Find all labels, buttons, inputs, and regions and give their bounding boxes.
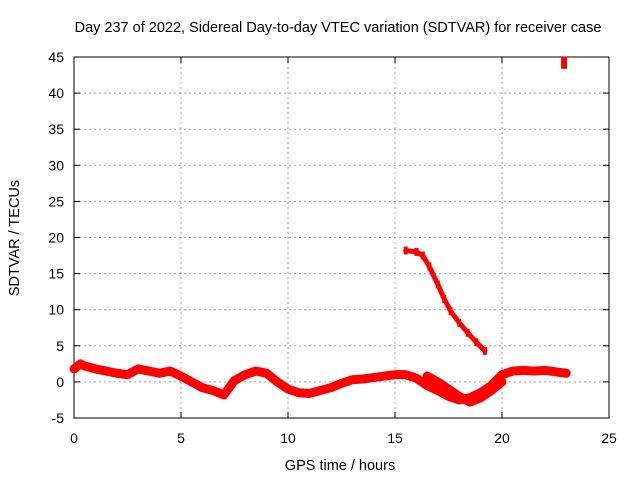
data-point (179, 372, 183, 381)
data-point (318, 386, 323, 395)
data-point (467, 398, 472, 407)
data-point (542, 366, 547, 375)
data-point (253, 367, 258, 376)
data-point (489, 386, 494, 395)
grid-lines (74, 57, 609, 418)
data-point (264, 369, 269, 378)
data-point (221, 390, 226, 399)
data-point (286, 385, 290, 394)
data-point (478, 393, 483, 402)
data-point (482, 346, 487, 355)
data-point (457, 392, 462, 401)
y-tick-label: 45 (48, 49, 64, 65)
data-point (442, 294, 447, 303)
y-axis-label: SDTVAR / TECUs (7, 180, 23, 296)
data-point (532, 367, 537, 376)
data-point (232, 376, 237, 385)
x-tick-label: 0 (70, 430, 78, 446)
data-point (200, 383, 205, 392)
data-point (393, 370, 397, 379)
data-point (521, 366, 526, 375)
y-tick-label: 30 (48, 157, 64, 173)
data-point (168, 367, 173, 376)
data-point (474, 338, 479, 347)
y-tick-label: 40 (48, 85, 64, 101)
data-point (553, 367, 558, 376)
x-tick-label: 15 (387, 430, 403, 446)
x-axis-label: GPS time / hours (285, 458, 395, 474)
data-point (448, 307, 453, 316)
data-point (500, 370, 504, 379)
data-point (136, 364, 141, 373)
data-point (425, 372, 430, 381)
data-point (275, 377, 280, 386)
y-tick-label: 15 (48, 266, 64, 282)
data-point (561, 56, 568, 69)
data-point (125, 370, 130, 379)
data-point (427, 262, 432, 271)
x-tick-label: 5 (177, 430, 185, 446)
data-point (500, 377, 504, 386)
series-isolated-point (561, 56, 568, 69)
data-point (435, 386, 440, 395)
data-point (382, 372, 387, 381)
data-point (339, 379, 344, 388)
series-lower-band (422, 371, 507, 407)
data-point (465, 328, 470, 337)
data-point (307, 389, 312, 398)
data-point (414, 374, 419, 383)
data-point (82, 362, 87, 371)
data-point (371, 373, 376, 382)
data-point (457, 318, 462, 327)
x-tick-label: 10 (280, 430, 296, 446)
data-point (420, 251, 425, 260)
data-point (403, 370, 408, 379)
data-point (328, 383, 333, 392)
y-tick-label: 20 (48, 230, 64, 246)
data-point (189, 377, 194, 386)
y-tick-label: 5 (56, 338, 64, 354)
y-tick-label: 10 (48, 302, 64, 318)
x-tick-label: 25 (601, 430, 617, 446)
data-point (243, 370, 248, 379)
data-point (157, 369, 162, 378)
data-series (69, 56, 571, 407)
data-point (403, 246, 408, 255)
y-tick-label: 25 (48, 193, 64, 209)
x-tick-label: 20 (494, 430, 510, 446)
data-point (510, 367, 515, 376)
y-tick-label: 0 (56, 374, 64, 390)
data-point (414, 247, 419, 256)
data-point (146, 367, 151, 376)
data-point (360, 375, 365, 384)
y-tick-label: 35 (48, 121, 64, 137)
data-point (211, 386, 216, 395)
chart-title: Day 237 of 2022, Sidereal Day-to-day VTE… (75, 20, 602, 36)
y-tick-label: -5 (52, 410, 65, 426)
data-point (114, 369, 119, 378)
data-point (446, 385, 451, 394)
data-point (564, 369, 569, 378)
data-point (425, 381, 430, 390)
data-point (72, 364, 76, 373)
data-point (296, 388, 301, 397)
data-point (104, 367, 109, 376)
axis-ticks: 0 5 10 15 20 25 -5 0 5 10 15 20 25 30 35 40 45 (48, 49, 617, 446)
data-point (446, 392, 451, 401)
data-point (435, 377, 440, 386)
data-point (435, 280, 440, 289)
data-point (93, 364, 98, 373)
series-descending-arc (403, 246, 488, 355)
data-point (78, 359, 83, 368)
data-point (350, 375, 355, 384)
